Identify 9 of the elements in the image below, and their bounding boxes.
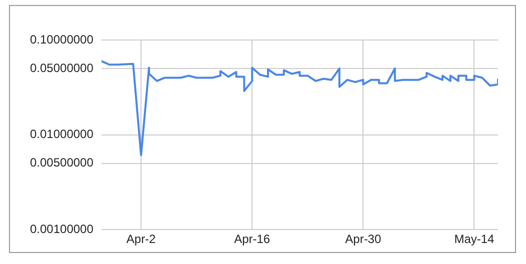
x-tick-label: May-14 [454,232,495,246]
x-tick-label: Apr-16 [234,232,270,246]
y-tick-label: 0.10000000 [30,32,94,46]
x-tick-label: Apr-30 [345,232,382,246]
x-tick-label: Apr-2 [126,232,156,246]
y-tick-label: 0.05000000 [30,60,94,75]
y-tick-label: 0.00100000 [30,222,94,236]
y-tick-label: 0.01000000 [30,127,94,142]
y-tick-label: 0.00500000 [30,156,94,170]
